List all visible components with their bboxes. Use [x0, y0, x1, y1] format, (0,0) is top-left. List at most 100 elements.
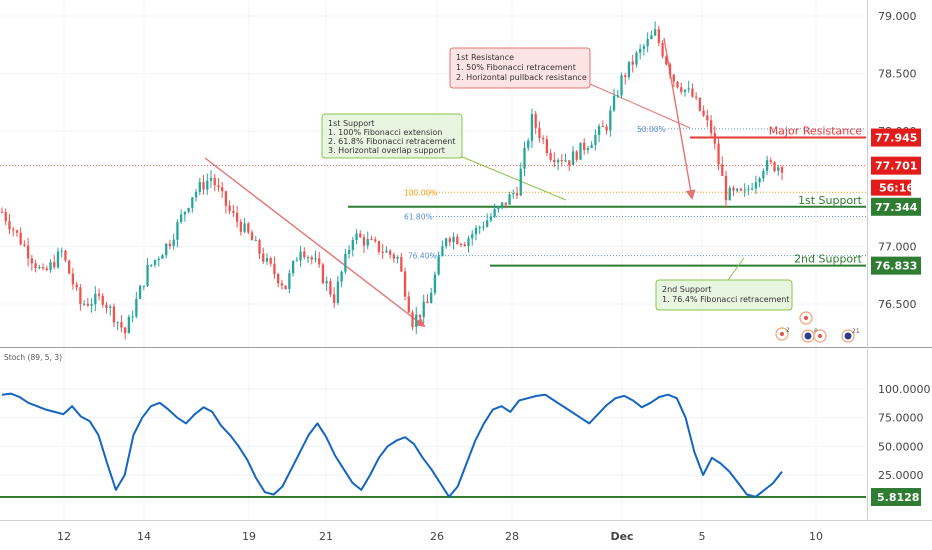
candle-body — [545, 139, 549, 153]
stoch-line — [1, 392, 783, 498]
candle-body — [209, 177, 213, 181]
candle-body — [157, 258, 160, 261]
candle — [411, 309, 414, 331]
candle-body — [534, 114, 537, 128]
candle-body — [68, 260, 71, 274]
candle — [463, 241, 466, 247]
candle-body — [135, 298, 138, 317]
candle — [430, 287, 433, 304]
candle — [97, 288, 101, 301]
candle-body — [381, 251, 384, 253]
candle-body — [579, 142, 582, 160]
candle — [754, 175, 758, 195]
indicator-title[interactable]: Stoch (89, 5, 3) — [4, 353, 62, 362]
candle — [568, 160, 571, 172]
candle — [646, 32, 649, 53]
candle — [187, 207, 190, 214]
candle — [19, 227, 22, 246]
candle — [743, 183, 746, 197]
candle-body — [676, 81, 679, 88]
level-label-major-resistance: Major Resistance — [769, 125, 863, 138]
candle-body — [187, 208, 190, 212]
callout-line: 1. 100% Fibonacci extension — [328, 128, 442, 137]
candle-body — [64, 250, 67, 261]
candle-body — [385, 250, 388, 253]
candle-body — [750, 188, 754, 190]
candle-body — [150, 264, 153, 266]
candle-body — [239, 221, 243, 232]
candle — [680, 82, 683, 95]
candle — [527, 138, 530, 151]
candle — [497, 205, 500, 213]
candle — [777, 164, 780, 176]
candle — [217, 177, 220, 192]
candle-body — [75, 284, 78, 288]
candle-body — [418, 314, 422, 318]
candle — [627, 61, 631, 80]
candle-body — [235, 212, 239, 222]
candle — [661, 40, 664, 59]
candle — [747, 184, 750, 196]
candle — [642, 43, 646, 56]
candle-body — [568, 160, 571, 166]
candle — [437, 251, 440, 276]
candle — [631, 54, 634, 73]
candle — [422, 294, 425, 324]
candle-body — [277, 274, 280, 284]
candle — [530, 108, 534, 148]
candle — [512, 189, 515, 199]
price-tick-label: 79.000 — [878, 10, 917, 23]
candle — [560, 154, 563, 167]
candle-body — [706, 115, 709, 121]
candle-body — [601, 126, 605, 128]
candle — [49, 259, 52, 273]
stoch-series — [1, 392, 783, 498]
fib-label: 50.00% — [637, 125, 666, 134]
candle — [351, 236, 354, 257]
candle — [736, 187, 739, 193]
candle-body — [94, 293, 97, 305]
candle — [221, 182, 224, 198]
candle — [459, 242, 463, 248]
candle — [441, 240, 444, 257]
candle — [601, 120, 605, 128]
candle-body — [478, 227, 481, 229]
candle — [486, 213, 489, 228]
candle-body — [198, 182, 201, 192]
candle — [403, 267, 407, 301]
trend-arrow — [663, 37, 696, 200]
candle-body — [0, 211, 4, 213]
candle — [291, 260, 295, 277]
candle — [396, 255, 399, 264]
candle — [594, 129, 597, 151]
candle — [624, 72, 627, 85]
candle — [310, 255, 313, 265]
candle — [739, 187, 743, 192]
candle-body — [754, 182, 758, 189]
candle — [273, 256, 276, 279]
candle-body — [474, 227, 478, 235]
candle — [325, 276, 328, 292]
candle — [172, 233, 175, 250]
candle-body — [739, 188, 743, 191]
time-tick-label: 12 — [57, 530, 71, 543]
time-tick-label: 10 — [809, 530, 823, 543]
candle — [706, 109, 709, 128]
candle-body — [624, 75, 627, 78]
candle — [392, 252, 396, 263]
candle-body — [743, 189, 746, 191]
candle-body — [56, 251, 60, 268]
candle-body — [657, 29, 660, 43]
candle — [471, 230, 474, 246]
stoch-level-tag: 5.8128 — [871, 488, 921, 507]
stoch-tag-label: 5.8128 — [877, 491, 919, 504]
candle-body — [486, 220, 489, 227]
candle — [702, 105, 705, 118]
candle — [71, 268, 75, 290]
price-tag-bg — [871, 197, 921, 216]
candle — [448, 236, 451, 247]
price-tick-label: 78.500 — [878, 68, 917, 81]
stoch-grid — [0, 388, 866, 499]
candle-body — [221, 187, 224, 192]
candle-body — [288, 273, 291, 290]
